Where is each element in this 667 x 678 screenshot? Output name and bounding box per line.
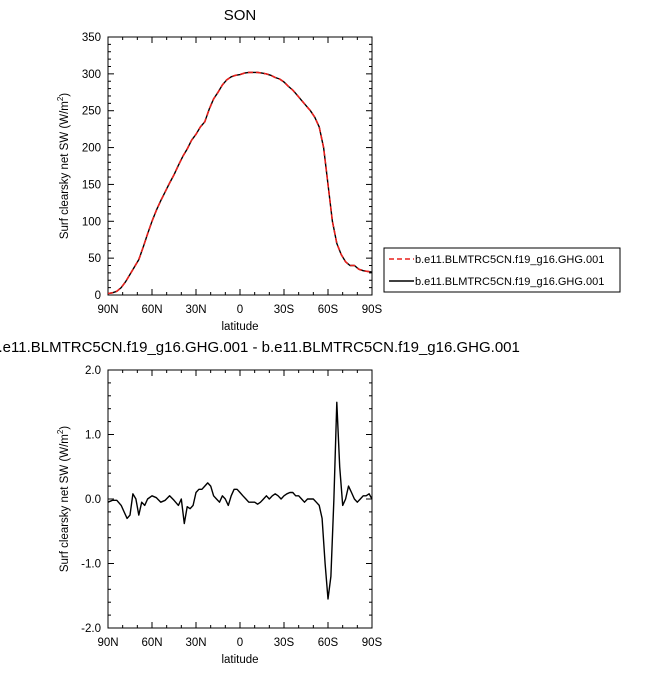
legend: b.e11.BLMTRC5CN.f19_g16.GHG.001 b.e11.BLM… (383, 247, 621, 293)
y-tick-label: 150 (82, 179, 101, 191)
x-tick-label: 90N (97, 304, 118, 316)
y-tick-label: 2.0 (85, 365, 101, 377)
y-axis: -2.0 -1.0 0.0 1.0 2.0 Surf clearsky net SW (W… (56, 365, 372, 635)
x-tick-label: 30S (274, 637, 295, 649)
x-axis: 90N 60N 30N 0 30S 60S 90S latitude (97, 37, 383, 333)
legend-label-1: b.e11.BLMTRC5CN.f19_g16.GHG.001 (415, 254, 604, 266)
x-axis-label: latitude (221, 321, 258, 333)
y-axis-label: Surf clearsky net SW (W/m2) (56, 93, 71, 239)
y-tick-label: 0 (95, 290, 101, 302)
y-tick-label: 200 (82, 143, 101, 155)
chart-panel-1: SON 90N 60N 30N 0 30S 60S 90S latitude 0 50 100 150 2… (56, 7, 621, 333)
y-tick-label: 250 (82, 106, 101, 118)
x-tick-label: 0 (237, 637, 243, 649)
y-tick-label: 300 (82, 69, 101, 81)
x-tick-label: 30N (185, 637, 206, 649)
y-tick-label: 350 (82, 32, 101, 44)
y-axis-label-close: ) (59, 93, 71, 97)
chart-title: SON (224, 7, 257, 24)
x-tick-label: 60S (318, 637, 339, 649)
x-tick-label: 60N (141, 637, 162, 649)
y-axis-label-main: Surf clearsky net SW (W/m (59, 101, 71, 239)
y-axis: 0 50 100 150 200 250 300 350 Surf clearsky net S… (56, 32, 372, 302)
y-axis-label-main: Surf clearsky net SW (W/m (59, 434, 71, 572)
chart-panel-2: b.e11.BLMTRC5CN.f19_g16.GHG.001 - b.e11.… (0, 339, 520, 666)
series-line-2 (107, 71, 373, 295)
y-tick-label: 1.0 (85, 430, 101, 442)
series-line-1 (107, 401, 373, 600)
y-axis-label-close: ) (59, 426, 71, 430)
series-line-1 (107, 71, 373, 295)
x-axis-label: latitude (221, 654, 258, 666)
chart-title: b.e11.BLMTRC5CN.f19_g16.GHG.001 - b.e11.… (0, 339, 520, 356)
y-axis-label-sup: 2 (56, 429, 65, 434)
legend-label-2: b.e11.BLMTRC5CN.f19_g16.GHG.001 (415, 276, 604, 288)
x-tick-label: 30S (274, 304, 295, 316)
y-axis-label: Surf clearsky net SW (W/m2) (56, 426, 71, 572)
x-tick-label: 60S (318, 304, 339, 316)
x-tick-label: 90S (362, 304, 383, 316)
y-tick-label: -2.0 (81, 623, 101, 635)
x-axis: 90N 60N 30N 0 30S 60S 90S latitude (97, 370, 383, 666)
plot-frame (107, 36, 373, 296)
x-tick-label: 90N (97, 637, 118, 649)
x-tick-label: 60N (141, 304, 162, 316)
x-tick-label: 30N (185, 304, 206, 316)
y-tick-label: 100 (82, 216, 101, 228)
y-tick-label: 50 (88, 253, 101, 265)
y-tick-label: 0.0 (85, 494, 101, 506)
y-tick-label: -1.0 (81, 559, 101, 571)
x-tick-label: 0 (237, 304, 243, 316)
x-tick-label: 90S (362, 637, 383, 649)
y-axis-label-sup: 2 (56, 96, 65, 101)
legend-box (383, 247, 621, 293)
